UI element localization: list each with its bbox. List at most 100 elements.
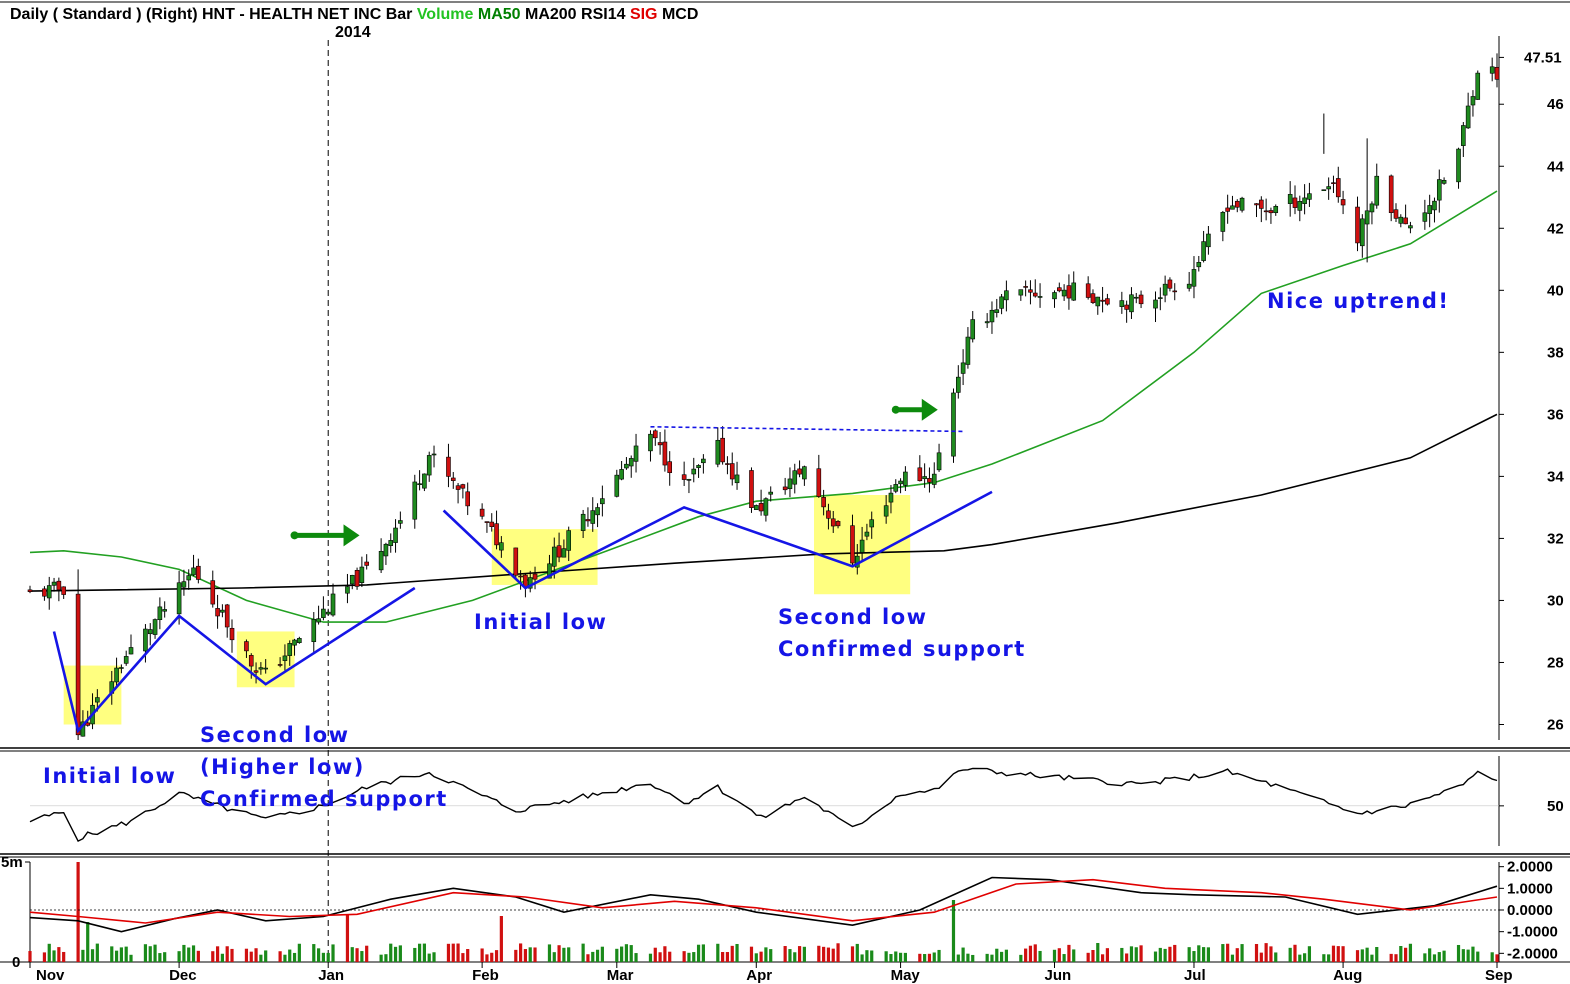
- volume-bar: [1327, 954, 1331, 962]
- volume-bar: [749, 946, 754, 962]
- candle-body: [527, 577, 533, 589]
- candle-body: [1124, 304, 1129, 310]
- volume-bar: [47, 943, 51, 962]
- volume-bar: [119, 947, 123, 962]
- candle-body: [354, 570, 360, 587]
- volume-bar: [826, 947, 831, 962]
- candle-body: [864, 531, 870, 537]
- volume-bar: [1033, 944, 1037, 962]
- volume-tick-label: 5m: [1, 854, 23, 871]
- volume-bar: [360, 951, 364, 962]
- candle-body: [763, 498, 769, 516]
- volume-bar: [1432, 954, 1437, 962]
- price-tick-label: 38: [1547, 344, 1564, 361]
- green-arrow-2-head: [921, 398, 938, 421]
- volume-bar: [316, 948, 321, 962]
- candle-body: [960, 362, 966, 374]
- candle-body: [518, 575, 523, 578]
- volume-bar: [995, 948, 999, 962]
- month-tick-label: Jul: [1184, 967, 1206, 984]
- volume-bar: [345, 914, 350, 962]
- candle-body: [917, 467, 923, 482]
- year-label: 2014: [335, 24, 371, 41]
- volume-bar: [461, 953, 465, 962]
- volume-bar: [898, 952, 903, 962]
- price-tick-label: 32: [1547, 530, 1564, 547]
- candle-body: [782, 486, 788, 491]
- candle-body: [624, 463, 629, 469]
- candle-body: [359, 566, 365, 584]
- volume-bar: [629, 945, 633, 962]
- volume-bar: [1355, 950, 1360, 962]
- rsi-line: [29, 767, 1498, 843]
- candle-body: [652, 430, 658, 439]
- volume-bars: [28, 862, 1499, 962]
- candle-body: [681, 474, 687, 480]
- volume-bar: [990, 954, 994, 962]
- volume-bar: [1288, 947, 1292, 962]
- candle-body: [1321, 189, 1327, 192]
- volume-bar: [1336, 946, 1340, 962]
- candle-body: [619, 469, 624, 480]
- macd-tick-label: 2.0000: [1507, 859, 1553, 876]
- candle-body: [27, 589, 33, 592]
- candle-body: [455, 485, 461, 490]
- month-tick-label: May: [891, 967, 921, 984]
- volume-bar: [557, 945, 561, 962]
- volume-bar: [211, 951, 215, 962]
- volume-bar: [884, 951, 888, 962]
- volume-bar: [355, 948, 359, 962]
- volume-bar: [456, 943, 460, 962]
- volume-bar: [490, 952, 494, 962]
- volume-bar: [62, 951, 66, 962]
- candle-body: [1287, 194, 1293, 204]
- candle-body: [181, 581, 187, 588]
- candle-body: [210, 580, 216, 605]
- volume-bar: [422, 943, 427, 962]
- candle-body: [1263, 210, 1269, 213]
- volume-bar: [1423, 953, 1427, 962]
- annotation-confirmed-support-2: Confirmed support: [778, 637, 1026, 661]
- candle-body: [566, 530, 572, 551]
- volume-bar: [764, 947, 768, 962]
- candle-body: [147, 629, 153, 635]
- candle-body: [931, 473, 937, 485]
- candle-body: [494, 523, 499, 546]
- candle-body: [422, 473, 427, 489]
- volume-bar: [1442, 950, 1446, 962]
- volume-bar: [759, 951, 763, 962]
- volume-bar: [1269, 946, 1273, 962]
- volume-bar: [903, 952, 907, 962]
- candle-body: [215, 608, 220, 617]
- candle-body: [1273, 206, 1279, 214]
- volume-bar: [1293, 944, 1297, 962]
- volume-bar: [850, 946, 855, 962]
- macd-tick-label: -1.0000: [1507, 924, 1558, 941]
- candle-body: [696, 465, 701, 468]
- candle-body: [123, 656, 129, 664]
- candle-body: [965, 336, 971, 365]
- candle-body: [1167, 279, 1173, 289]
- candle-body: [725, 463, 730, 465]
- candle-body: [325, 611, 331, 615]
- candle-body: [85, 722, 91, 726]
- candle-body: [1465, 105, 1471, 129]
- candle-body: [1230, 205, 1235, 210]
- moving-averages: [29, 190, 1498, 623]
- candle-body: [984, 321, 990, 324]
- price-candles: [27, 53, 1500, 740]
- volume-bar: [244, 948, 249, 962]
- volume-bar: [769, 949, 773, 962]
- volume-bar: [1100, 954, 1105, 962]
- candle-body: [364, 561, 369, 566]
- volume-bar: [1187, 947, 1191, 962]
- candle-body: [1061, 289, 1067, 297]
- rsi-panel: [29, 767, 1499, 843]
- candle-body: [835, 521, 841, 527]
- candle-body: [1340, 199, 1346, 206]
- candle-body: [42, 588, 47, 597]
- volume-bar: [1057, 948, 1061, 962]
- candle-body: [729, 463, 735, 480]
- volume-bar: [687, 952, 691, 962]
- candle-body: [1254, 203, 1259, 206]
